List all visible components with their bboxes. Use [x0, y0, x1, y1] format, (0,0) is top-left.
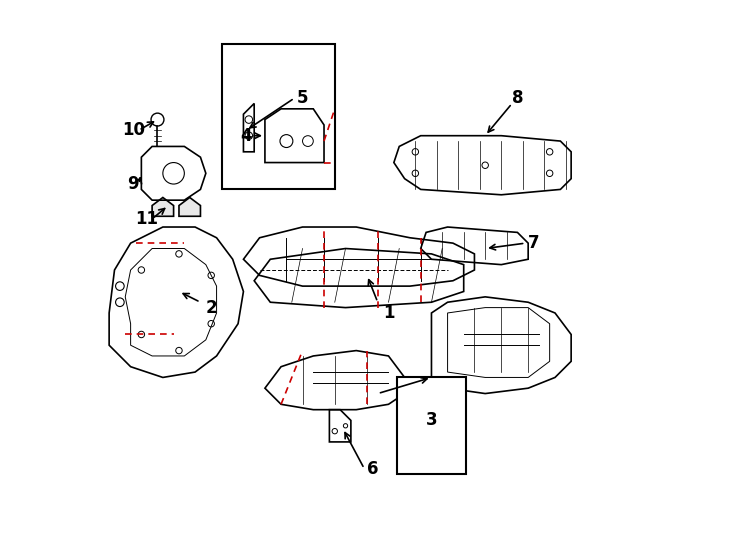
Text: 8: 8: [512, 89, 523, 107]
Text: 5: 5: [297, 89, 308, 107]
Text: 7: 7: [528, 234, 539, 252]
Text: 3: 3: [426, 411, 437, 429]
Text: 4: 4: [240, 127, 252, 145]
Text: 9: 9: [128, 175, 139, 193]
Polygon shape: [179, 198, 200, 217]
Polygon shape: [152, 198, 174, 217]
Text: 11: 11: [135, 210, 159, 228]
Text: 6: 6: [366, 460, 378, 478]
Text: 10: 10: [122, 122, 145, 139]
Text: 1: 1: [382, 304, 394, 322]
Bar: [396, 377, 466, 474]
Text: 2: 2: [206, 299, 217, 316]
Bar: [222, 44, 335, 190]
